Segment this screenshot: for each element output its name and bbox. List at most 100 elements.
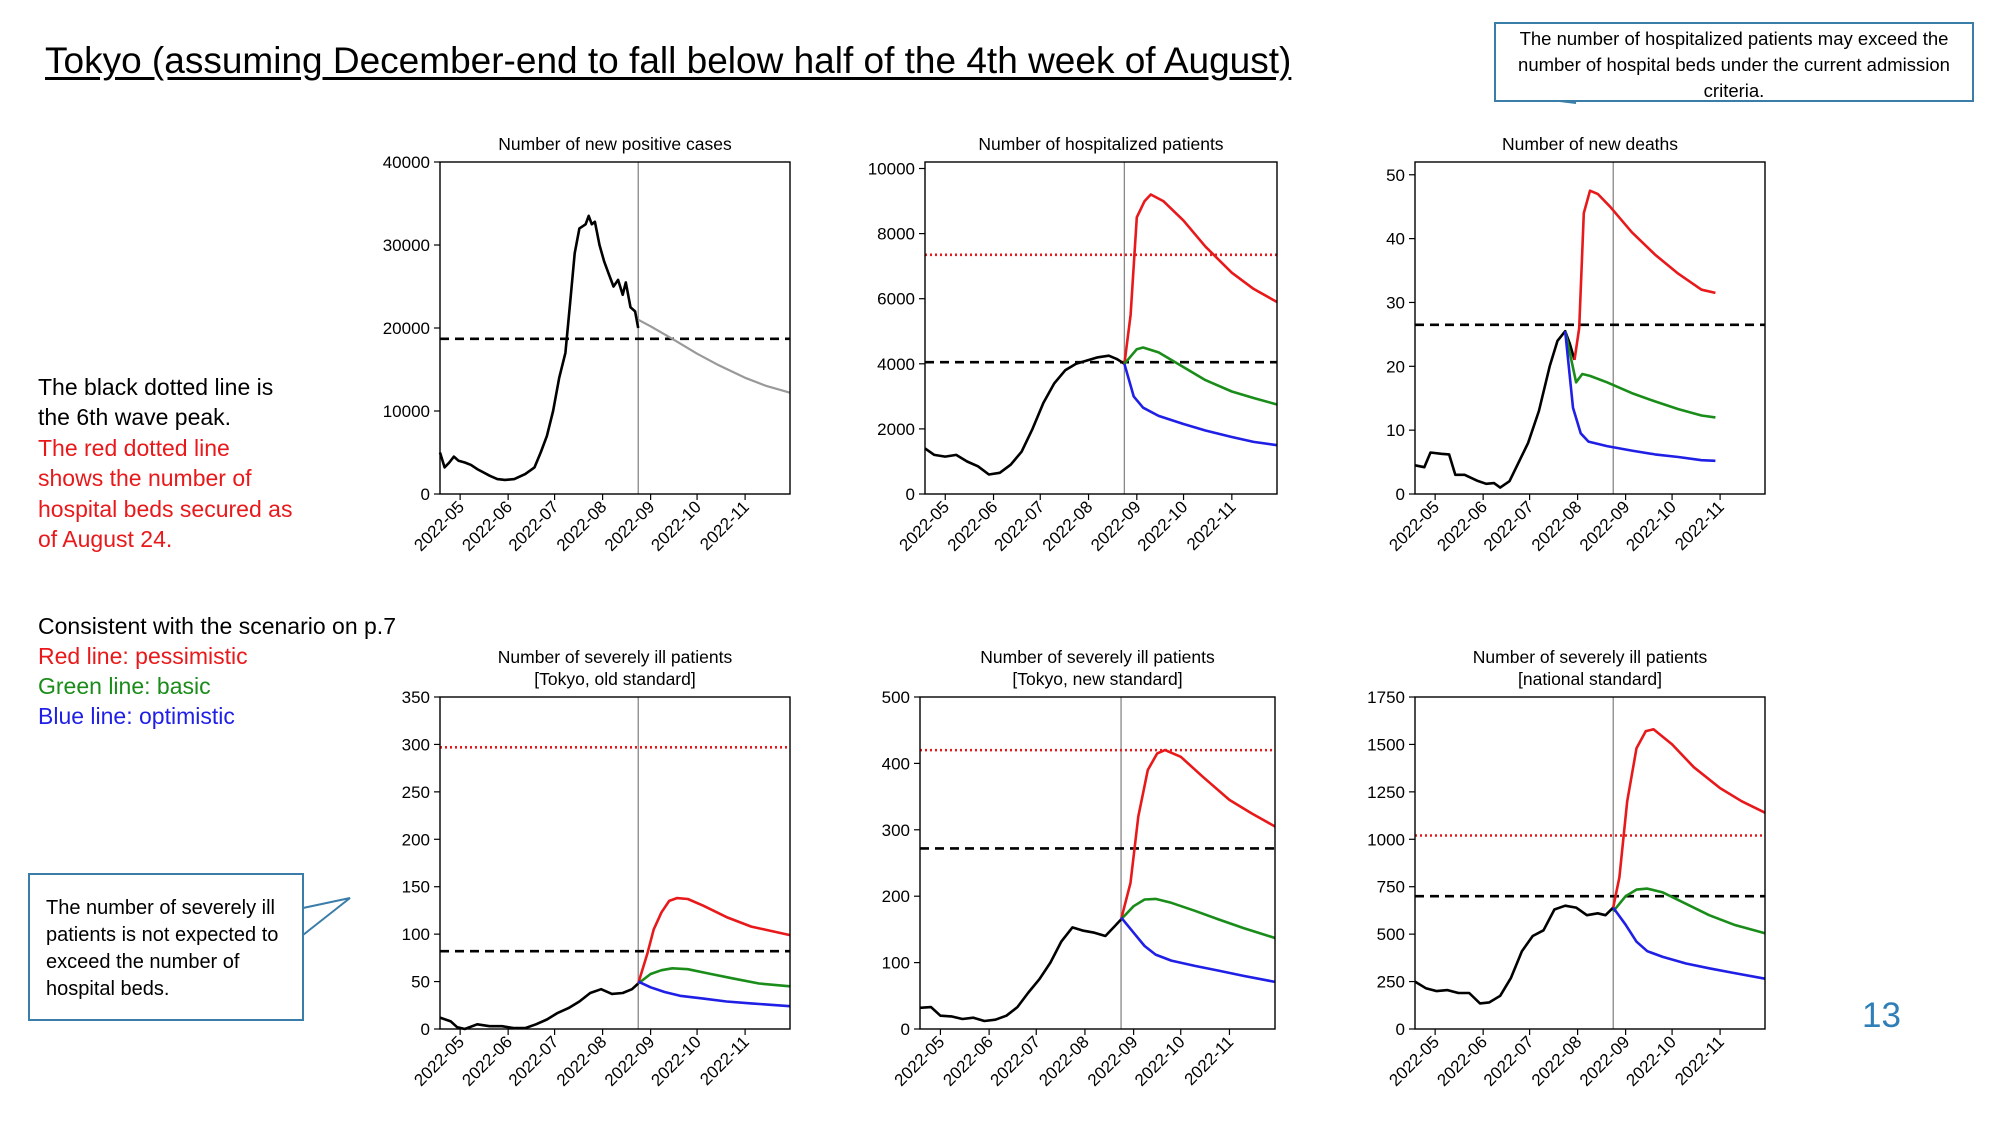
x-tick-label: 2022-07 — [1480, 1032, 1538, 1090]
x-tick-label: 2022-08 — [1528, 1032, 1586, 1090]
x-tick-label: 2022-08 — [1035, 1032, 1093, 1090]
page-number: 13 — [1862, 996, 1901, 1035]
x-tick-label: 2022-05 — [896, 497, 954, 555]
x-tick-label: 2022-05 — [410, 1032, 468, 1090]
series-observed-line — [1414, 904, 1615, 1005]
y-tick-label: 0 — [1396, 1020, 1405, 1039]
y-tick-label: 750 — [1377, 878, 1405, 897]
chart-hospitalized: Number of hospitalized patients 0 2000 4000… — [868, 134, 1278, 555]
series-basic-line — [637, 966, 791, 988]
series-pessimistic-line — [1123, 193, 1278, 364]
series-optimistic-line — [637, 980, 791, 1008]
series-optimistic-line — [1120, 916, 1276, 984]
x-tick-label: 2022-08 — [1039, 497, 1097, 555]
x-tick-label: 2022-07 — [987, 1032, 1045, 1090]
hospitalization-warning-callout: The number of hospitalized patients may … — [1494, 22, 1974, 102]
y-tick-label: 500 — [882, 688, 910, 707]
x-tick-label: 2022-09 — [1576, 1032, 1634, 1090]
x-tick-label: 2022-05 — [1385, 1032, 1443, 1090]
callout-top-text: The number of hospitalized patients may … — [1518, 28, 1950, 101]
scenario-green-label: Green line: basic — [38, 673, 211, 699]
scenario-intro: Consistent with the scenario on p.7 — [38, 613, 396, 639]
chart-severe-national: Number of severely ill patients[national… — [1367, 647, 1766, 1090]
x-tick-label: 2022-10 — [1134, 497, 1192, 555]
note-black-line-2: the 6th wave peak. — [38, 404, 232, 430]
chart-title-line: Number of severely ill patients — [1473, 647, 1708, 667]
x-tick-label: 2022-06 — [458, 1032, 516, 1090]
y-tick-label: 0 — [906, 485, 915, 504]
y-tick-label: 50 — [411, 973, 430, 992]
y-tick-label: 0 — [421, 485, 430, 504]
y-tick-label: 200 — [882, 887, 910, 906]
x-tick-label: 2022-10 — [647, 497, 705, 555]
chart-title-line: [national standard] — [1518, 669, 1662, 689]
x-tick-label: 2022-06 — [1433, 497, 1491, 555]
x-tick-label: 2022-11 — [1671, 497, 1728, 554]
x-tick-label: 2022-08 — [553, 497, 611, 555]
x-tick-label: 2022-05 — [891, 1032, 949, 1090]
note-red-line-1: The red dotted line — [38, 435, 230, 461]
y-tick-label: 150 — [402, 878, 430, 897]
x-tick-label: 2022-10 — [1622, 1032, 1680, 1090]
x-tick-label: 2022-11 — [1181, 1032, 1238, 1089]
chart-title-line: Number of new deaths — [1502, 134, 1678, 154]
chart-severe-tokyo-old: Number of severely ill patients[Tokyo, o… — [402, 647, 791, 1090]
series-basic-line — [1120, 897, 1276, 940]
series-projection-line — [637, 318, 791, 394]
x-tick-label: 2022-08 — [553, 1032, 611, 1090]
x-tick-label: 2022-11 — [696, 1032, 753, 1089]
scenario-red-label: Red line: pessimistic — [38, 643, 248, 669]
note-red-line-3: hospital beds secured as — [38, 496, 293, 522]
x-tick-label: 2022-11 — [1671, 1032, 1728, 1089]
y-tick-label: 2000 — [877, 420, 915, 439]
y-tick-label: 300 — [882, 821, 910, 840]
x-tick-label: 2022-11 — [1183, 497, 1240, 554]
y-tick-label: 4000 — [877, 355, 915, 374]
series-observed-line — [439, 982, 640, 1031]
y-tick-label: 100 — [402, 925, 430, 944]
plot-frame — [919, 696, 1276, 1030]
y-tick-label: 10000 — [868, 160, 915, 179]
x-tick-label: 2022-06 — [458, 497, 516, 555]
y-tick-label: 200 — [402, 830, 430, 849]
series-optimistic-line — [1612, 906, 1766, 980]
note-red-line-4: of August 24. — [38, 526, 173, 552]
y-tick-label: 300 — [402, 735, 430, 754]
x-tick-label: 2022-05 — [410, 497, 468, 555]
y-tick-label: 0 — [901, 1020, 910, 1039]
x-tick-label: 2022-10 — [647, 1032, 705, 1090]
y-tick-label: 1500 — [1367, 735, 1405, 754]
x-tick-label: 2022-05 — [1385, 497, 1443, 555]
callout-left-text: The number of severely ill patients is n… — [46, 897, 279, 1000]
series-basic-line — [1123, 346, 1278, 406]
x-tick-label: 2022-09 — [1084, 1032, 1142, 1090]
series-observed-line — [1414, 329, 1576, 489]
y-tick-label: 500 — [1377, 925, 1405, 944]
x-tick-label: 2022-07 — [505, 497, 563, 555]
series-observed-line — [919, 918, 1123, 1023]
chart-title-line: Number of severely ill patients — [980, 647, 1215, 667]
y-tick-label: 1250 — [1367, 783, 1405, 802]
y-tick-label: 30000 — [383, 236, 430, 255]
plot-frame — [1414, 161, 1766, 495]
page-title: Tokyo (assuming December-end to fall bel… — [45, 40, 1292, 81]
y-tick-label: 400 — [882, 754, 910, 773]
y-tick-label: 100 — [882, 954, 910, 973]
chart-title-line: Number of severely ill patients — [498, 647, 733, 667]
y-tick-label: 0 — [421, 1020, 430, 1039]
x-tick-label: 2022-11 — [696, 497, 753, 554]
x-tick-label: 2022-09 — [601, 1032, 659, 1090]
x-tick-label: 2022-06 — [1433, 1032, 1491, 1090]
y-tick-label: 20 — [1386, 357, 1405, 376]
y-tick-label: 40 — [1386, 230, 1405, 249]
x-tick-label: 2022-08 — [1528, 497, 1586, 555]
x-tick-label: 2022-09 — [601, 497, 659, 555]
chart-title-line: Number of hospitalized patients — [978, 134, 1223, 154]
plot-frame — [924, 161, 1278, 495]
x-tick-label: 2022-06 — [944, 497, 1002, 555]
y-tick-label: 1750 — [1367, 688, 1405, 707]
plot-frame — [439, 696, 791, 1030]
chart-title-line: [Tokyo, old standard] — [534, 669, 695, 689]
y-tick-label: 250 — [402, 783, 430, 802]
series-basic-line — [1563, 330, 1716, 419]
